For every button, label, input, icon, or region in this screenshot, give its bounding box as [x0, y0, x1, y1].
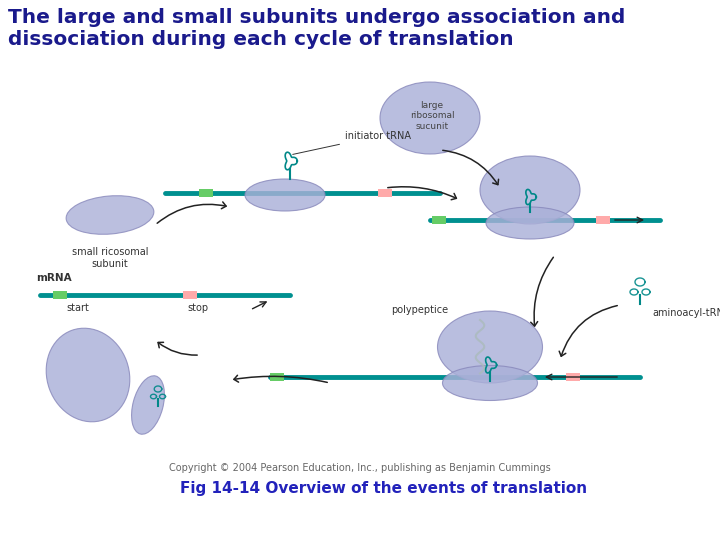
Text: stop: stop: [187, 303, 209, 313]
Text: Copyright © 2004 Pearson Education, Inc., publishing as Benjamin Cummings: Copyright © 2004 Pearson Education, Inc.…: [169, 463, 551, 473]
Text: aminoacyl-tRNA: aminoacyl-tRNA: [652, 308, 720, 318]
Text: start: start: [66, 303, 89, 313]
Ellipse shape: [486, 207, 574, 239]
FancyBboxPatch shape: [432, 216, 446, 224]
Ellipse shape: [132, 376, 164, 434]
Ellipse shape: [443, 366, 538, 401]
Ellipse shape: [66, 195, 154, 234]
Text: The large and small subunits undergo association and: The large and small subunits undergo ass…: [8, 8, 626, 27]
Ellipse shape: [46, 328, 130, 422]
Ellipse shape: [380, 82, 480, 154]
Text: polypeptice: polypeptice: [392, 305, 449, 315]
FancyBboxPatch shape: [183, 291, 197, 299]
Text: initiator tRNA: initiator tRNA: [293, 131, 411, 154]
Text: large
ribosomal
sucunit: large ribosomal sucunit: [410, 101, 454, 131]
Text: dissociation during each cycle of translation: dissociation during each cycle of transl…: [8, 30, 513, 49]
FancyBboxPatch shape: [378, 189, 392, 197]
Ellipse shape: [245, 179, 325, 211]
FancyBboxPatch shape: [53, 291, 67, 299]
Text: mRNA: mRNA: [36, 273, 71, 283]
FancyBboxPatch shape: [271, 373, 284, 381]
FancyBboxPatch shape: [199, 189, 213, 197]
Ellipse shape: [438, 311, 542, 383]
Ellipse shape: [480, 156, 580, 224]
FancyBboxPatch shape: [567, 373, 580, 381]
Text: small ricosomal
subunit: small ricosomal subunit: [72, 247, 148, 268]
FancyBboxPatch shape: [595, 216, 610, 224]
Text: Fig 14-14 Overview of the events of translation: Fig 14-14 Overview of the events of tran…: [180, 481, 587, 496]
